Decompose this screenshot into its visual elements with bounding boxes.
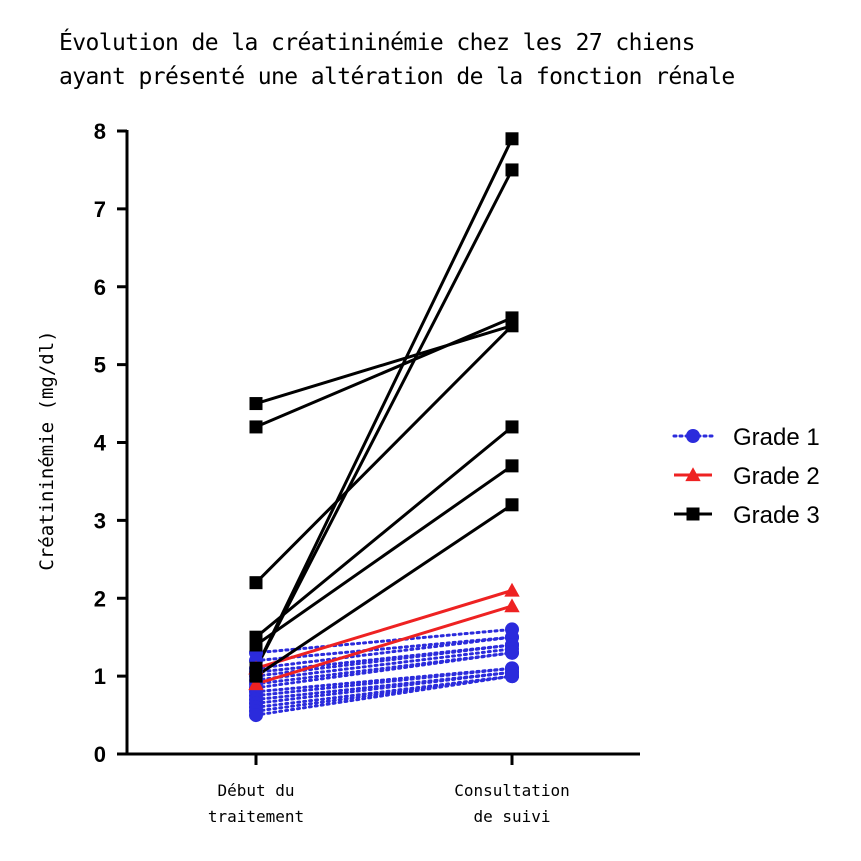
grade-3-point: [249, 576, 263, 590]
grade-3-line: [254, 138, 514, 669]
legend-grade-3-label: Grade 3: [733, 502, 820, 529]
grade-3-point: [505, 498, 519, 512]
grade-3-point: [249, 420, 263, 434]
y-tick-label: 0: [94, 742, 106, 767]
legend: Grade 1 Grade 2 Grade 3: [672, 424, 820, 529]
grade-2-point: [504, 582, 520, 597]
y-tick-label: 7: [94, 197, 106, 222]
grade-1-line: [254, 674, 514, 717]
grade-1-line: [254, 670, 514, 705]
y-tick-label: 2: [94, 586, 106, 611]
grade-3-point: [505, 132, 519, 146]
y-tick-label: 4: [94, 431, 107, 456]
grade-1-line: [254, 666, 514, 698]
grade-3-point: [505, 319, 519, 333]
axes: 0 1 2 3 4 5 6 7 8 Début du traitement Consultation d…: [36, 119, 640, 826]
grade-1-point: [505, 645, 519, 660]
grade-3-point: [249, 638, 263, 652]
grade-1-line: [254, 647, 514, 682]
y-tick-label: 1: [94, 664, 106, 689]
grade-3-point: [249, 669, 263, 683]
grade-3-line: [254, 169, 514, 670]
grade-2-line: [255, 589, 513, 670]
y-tick-label: 3: [94, 508, 106, 533]
grade-2-point: [248, 676, 264, 691]
y-tick-label: 5: [94, 353, 106, 378]
grade-3-line: [255, 316, 513, 429]
legend-grade-1-marker: [686, 429, 700, 443]
y-tick-label: 8: [94, 119, 106, 144]
y-tick-label: 6: [94, 275, 106, 300]
grade-1-point: [505, 669, 519, 684]
legend-grade-2-label: Grade 2: [733, 463, 820, 490]
grade-3-line: [254, 324, 514, 584]
grade-1-line: [254, 635, 514, 670]
grade-3-line: [255, 503, 513, 678]
grade-1-line: [254, 666, 514, 694]
legend-grade-1-label: Grade 1: [733, 424, 820, 451]
series-markers: [248, 132, 520, 723]
grade-3-point: [505, 420, 519, 434]
chart-title-line-1: Évolution de la créatininémie chez les 2…: [59, 30, 695, 56]
grade-1-line: [254, 651, 514, 690]
grade-3-point: [505, 459, 519, 473]
chart-title-line-2: ayant présenté une altération de la fonc…: [59, 64, 735, 90]
series-lines: [254, 138, 514, 717]
grade-3-point: [249, 397, 263, 411]
x-tick-label: traitement: [208, 807, 304, 826]
grade-2-point: [504, 598, 520, 613]
grade-3-point: [505, 163, 519, 177]
x-tick-label: de suivi: [473, 807, 550, 826]
grade-2-line: [255, 604, 513, 686]
x-tick-label: Consultation: [454, 781, 570, 800]
grade-3-line: [255, 464, 513, 647]
grade-1-point: [249, 708, 263, 723]
legend-grade-2-marker: [685, 467, 701, 482]
x-tick-label: Début du: [217, 781, 294, 800]
y-axis-label: Créatininémie (mg/dl): [36, 330, 58, 570]
grade-3-line: [255, 324, 513, 405]
legend-grade-3-marker: [686, 507, 700, 521]
grade-3-line: [255, 425, 513, 639]
